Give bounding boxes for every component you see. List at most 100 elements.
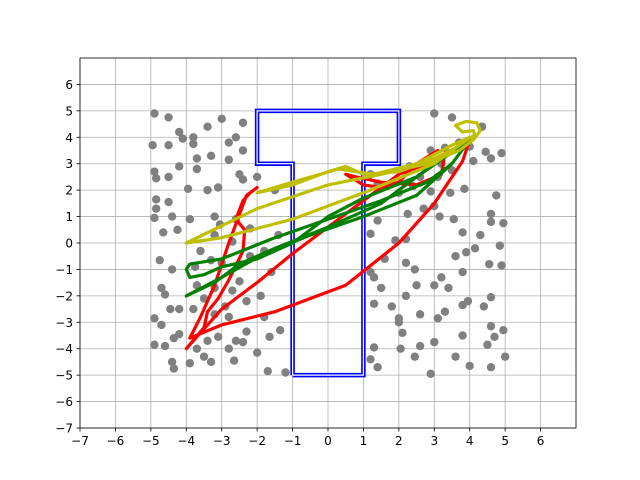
scatter-point — [224, 138, 233, 147]
scatter-point — [369, 299, 379, 308]
scatter-point — [447, 113, 457, 122]
scatter-point — [451, 352, 460, 361]
scatter-point — [192, 154, 202, 163]
scatter-point — [398, 328, 407, 338]
scatter-point — [169, 364, 179, 373]
scatter-point — [369, 273, 379, 282]
scatter-point — [410, 352, 419, 361]
scatter-point — [275, 326, 285, 335]
scatter-point — [497, 148, 506, 158]
scatter-point — [500, 352, 510, 361]
scatter-point — [183, 184, 193, 194]
scatter-point — [242, 327, 251, 336]
scatter-point — [164, 141, 173, 150]
path-series — [184, 119, 482, 351]
scatter-point — [167, 212, 177, 221]
x-tick-label: −5 — [142, 434, 160, 448]
scatter-point — [178, 134, 187, 143]
scatter-point — [265, 332, 274, 342]
scatter-point — [497, 261, 506, 270]
scatter-point — [210, 212, 219, 221]
scatter-point — [469, 156, 478, 166]
y-tick-label: −5 — [55, 369, 73, 383]
scatter-point — [164, 197, 173, 207]
scatter-point — [224, 155, 233, 164]
scatter-point — [486, 154, 496, 163]
scatter-point — [451, 252, 460, 261]
scatter-point — [495, 241, 505, 250]
scatter-point — [486, 292, 496, 302]
scatter-point — [479, 302, 489, 311]
scatter-point — [224, 312, 233, 322]
scatter-point — [465, 361, 474, 371]
scatter-point — [150, 340, 159, 349]
scatter-point — [396, 344, 405, 353]
scatter-point — [430, 281, 439, 290]
scatter-point — [444, 283, 453, 293]
scatter-point — [151, 174, 161, 183]
scatter-point — [238, 337, 248, 347]
y-tick-label: 4 — [65, 131, 73, 145]
scatter-point — [229, 356, 239, 365]
scatter-point — [231, 336, 241, 345]
scatter-point — [206, 151, 216, 160]
scatter-point — [159, 228, 168, 237]
x-axis-ticks: −7 −6 −5 −4 −3 −2 −1 0 1 2 3 4 5 6 — [71, 428, 544, 448]
path-line-yellow — [184, 119, 482, 245]
scatter-point — [470, 244, 480, 253]
path-line-red — [184, 138, 472, 351]
scatter-point — [415, 341, 425, 351]
scatter-point — [458, 228, 467, 237]
scatter-point — [192, 344, 202, 353]
y-tick-label: 1 — [65, 210, 73, 224]
scatter-point — [412, 281, 421, 290]
scatter-point — [160, 341, 170, 351]
scatter-point — [185, 359, 195, 368]
x-tick-label: 3 — [430, 434, 438, 448]
scatter-point — [189, 139, 198, 149]
scatter-point — [238, 146, 248, 155]
scatter-point — [157, 283, 166, 293]
scatter-point — [175, 329, 184, 339]
scatter-point — [446, 188, 455, 197]
scatter-point — [166, 304, 175, 314]
scatter-point — [458, 331, 467, 340]
scatter-point — [415, 310, 425, 319]
scatter-point — [189, 304, 198, 314]
scatter-point — [426, 187, 435, 196]
y-axis-ticks: −7 −6 −5 −4 −3 −2 −1 0 1 2 3 4 5 6 — [55, 78, 80, 436]
scatter-point — [376, 283, 386, 293]
x-tick-label: −2 — [248, 434, 266, 448]
scatter-point — [157, 320, 166, 330]
scatter-point — [224, 344, 233, 353]
scatter-point — [486, 217, 496, 227]
x-tick-label: 6 — [537, 434, 545, 448]
scatter-point — [192, 164, 202, 174]
scatter-point — [155, 255, 164, 265]
y-tick-label: −2 — [55, 289, 73, 303]
y-tick-label: −6 — [55, 395, 73, 409]
scatter-point — [437, 273, 446, 282]
scatter-point — [175, 162, 184, 171]
scatter-point — [483, 340, 492, 349]
scatter-point — [373, 363, 382, 372]
scatter-point — [499, 218, 508, 228]
scatter-point — [440, 307, 450, 316]
scatter-point — [167, 265, 177, 274]
x-tick-label: 2 — [395, 434, 403, 448]
x-tick-label: −1 — [284, 434, 302, 448]
scatter-point — [203, 336, 212, 345]
scatter-point — [192, 281, 202, 290]
scatter-point — [151, 195, 161, 204]
x-tick-label: −3 — [213, 434, 231, 448]
scatter-point — [458, 267, 467, 277]
scatter-point — [486, 363, 496, 372]
x-tick-label: 4 — [466, 434, 474, 448]
scatter-point — [401, 258, 411, 268]
scatter-point — [458, 300, 467, 310]
scatter-point — [281, 368, 290, 377]
x-tick-label: −4 — [177, 434, 195, 448]
scatter-point — [369, 343, 379, 352]
scatter-point — [167, 357, 177, 367]
x-tick-label: 1 — [360, 434, 368, 448]
